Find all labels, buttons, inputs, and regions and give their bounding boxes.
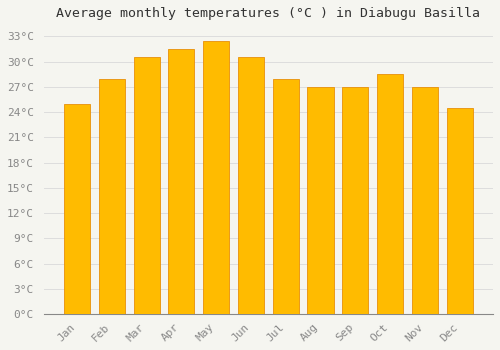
Bar [412,87,438,314]
Bar [446,108,472,314]
Bar [168,49,194,314]
Bar [203,41,229,314]
Bar [377,74,403,314]
Bar [99,78,125,314]
Bar [342,87,368,314]
Bar [272,78,299,314]
Bar [308,87,334,314]
Bar [64,104,90,314]
Title: Average monthly temperatures (°C ) in Diabugu Basilla: Average monthly temperatures (°C ) in Di… [56,7,480,20]
Bar [238,57,264,314]
Bar [134,57,160,314]
